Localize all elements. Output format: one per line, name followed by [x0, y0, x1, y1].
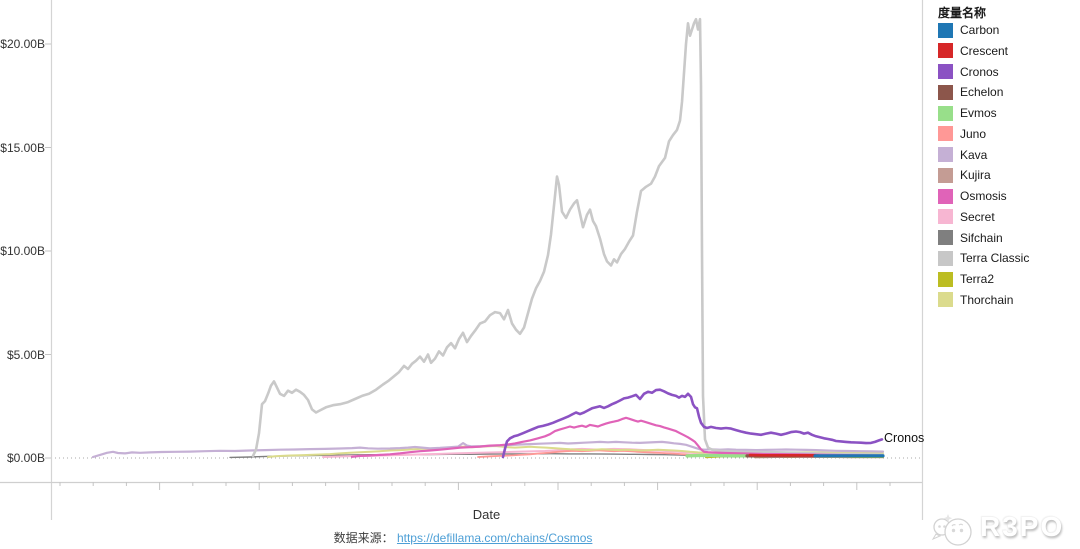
legend-swatch: [938, 250, 953, 266]
r3po-watermark: R3PO: [928, 505, 1080, 549]
data-source-prefix: 数据来源：: [333, 531, 394, 545]
legend-label: Juno: [960, 126, 987, 141]
legend-item-terra2[interactable]: Terra2: [938, 271, 994, 287]
data-source-caption: 数据来源： https://defillama.com/chains/Cosmo…: [0, 529, 926, 546]
data-source-link[interactable]: https://defillama.com/chains/Cosmos: [396, 531, 593, 545]
legend-item-carbon[interactable]: Carbon: [938, 22, 999, 38]
legend-swatch: [938, 188, 953, 204]
series-line-kava: [91, 440, 885, 459]
legend-swatch: [938, 147, 953, 162]
legend-label: Secret: [960, 209, 995, 224]
legend-swatch: [938, 105, 953, 121]
legend-label: Echelon: [960, 85, 1004, 100]
legend-item-crescent[interactable]: Crescent: [938, 43, 1008, 59]
legend-swatch: [938, 43, 953, 59]
legend-swatch: [938, 64, 953, 79]
legend-item-echelon[interactable]: Echelon: [938, 84, 1003, 100]
legend-swatch: [938, 292, 953, 308]
r3po-watermark-text: R3PO: [980, 511, 1065, 542]
legend-label: Kava: [960, 147, 988, 162]
x-axis-title: Date: [472, 507, 501, 522]
cronos-series-end-label: Cronos: [884, 431, 925, 445]
y-axis-label: $0.00B: [6, 451, 45, 465]
legend-item-thorchain[interactable]: Thorchain: [938, 292, 1013, 308]
legend-item-kujira[interactable]: Kujira: [938, 167, 991, 183]
legend-item-osmosis[interactable]: Osmosis: [938, 188, 1007, 204]
legend-swatch: [938, 84, 953, 100]
series-line-osmosis: [350, 416, 885, 458]
legend-panel: 度量名称 Carbon Crescent Cronos Echelon Evmos Jun…: [930, 0, 1080, 320]
series-line-terra-classic: [251, 17, 885, 458]
legend-item-terra-classic[interactable]: Terra Classic: [938, 250, 1029, 266]
legend-label: Terra Classic: [960, 251, 1030, 266]
legend-item-cronos[interactable]: Cronos: [938, 64, 999, 80]
legend-item-sifchain[interactable]: Sifchain: [938, 230, 1003, 246]
legend-swatch: [938, 209, 953, 225]
series-line-cronos: [501, 388, 884, 459]
legend-item-secret[interactable]: Secret: [938, 209, 995, 225]
legend-label: Crescent: [960, 43, 1009, 58]
y-axis-label: $15.00B: [0, 140, 45, 155]
legend-item-kava[interactable]: Kava: [938, 147, 987, 163]
legend-swatch: [938, 167, 953, 183]
legend-swatch: [938, 230, 953, 245]
legend-label: Evmos: [960, 106, 997, 120]
legend-swatch: [938, 22, 953, 38]
legend-label: Thorchain: [960, 292, 1014, 307]
legend-swatch: [938, 271, 953, 287]
legend-item-juno[interactable]: Juno: [938, 126, 986, 142]
legend-label: Cronos: [960, 64, 999, 79]
legend-item-evmos[interactable]: Evmos: [938, 105, 997, 121]
y-axis-label: $20.00B: [0, 37, 45, 51]
y-axis-label: $10.00B: [0, 244, 45, 258]
legend-label: Osmosis: [960, 189, 1007, 203]
tvl-line-chart-plot: [0, 0, 924, 520]
legend-label: Carbon: [960, 23, 1000, 37]
r3po-mascot-icon: [931, 514, 972, 546]
legend-label: Kujira: [960, 168, 991, 183]
legend-title: 度量名称: [938, 6, 987, 20]
legend-swatch: [938, 126, 953, 142]
legend-label: Sifchain: [960, 230, 1003, 245]
legend-label: Terra2: [960, 272, 995, 286]
y-axis-label: $5.00B: [6, 347, 45, 362]
